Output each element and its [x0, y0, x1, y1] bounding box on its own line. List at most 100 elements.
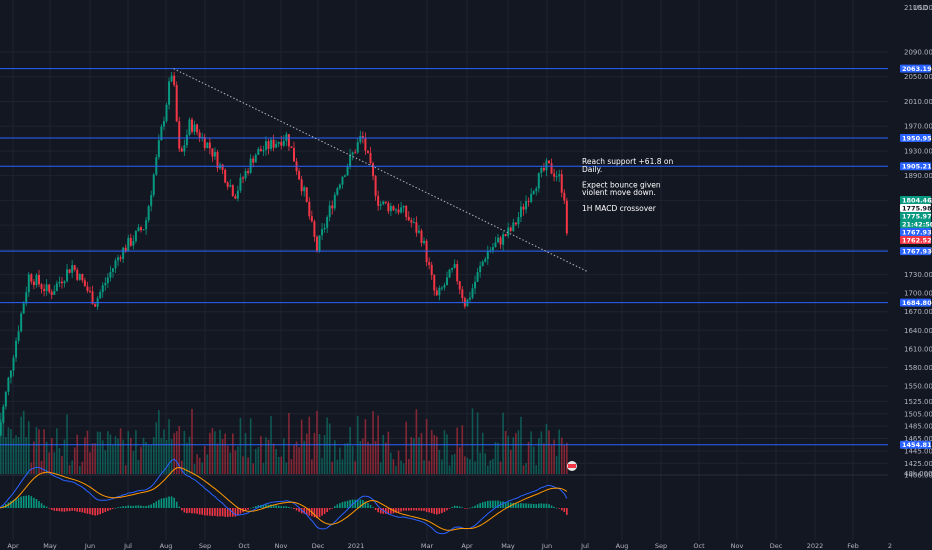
- candle-body: [234, 195, 237, 199]
- volume-bar: [252, 463, 254, 474]
- volume-bar: [209, 432, 211, 474]
- volume-bar: [527, 441, 530, 474]
- volume-bar: [140, 446, 142, 474]
- candle-body: [25, 292, 28, 304]
- macd-histogram-bar: [206, 508, 209, 516]
- time-tick-label: Apr: [461, 542, 473, 550]
- volume-bar: [219, 429, 221, 474]
- macd-histogram-bar: [165, 497, 168, 508]
- macd-histogram-bar: [66, 508, 68, 512]
- macd-histogram-bar: [374, 508, 377, 510]
- candle-body: [193, 124, 196, 132]
- candle-body: [58, 281, 61, 284]
- volume-bar: [550, 445, 553, 474]
- time-tick-label: May: [501, 542, 515, 550]
- candle-body: [565, 200, 568, 234]
- macd-histogram-bar: [321, 508, 323, 516]
- level-badge-label: 1454.818: [902, 441, 932, 449]
- macd-histogram-bar: [15, 498, 17, 508]
- time-tick-label: Sep: [655, 542, 667, 550]
- candle-body: [484, 259, 487, 262]
- price-badges: 2063.194 1950.951 1905.218 1767.935 1684.804…: [900, 64, 932, 449]
- candle-body: [542, 167, 545, 171]
- macd-histogram-bar: [415, 508, 418, 511]
- volume-bar: [186, 442, 188, 474]
- candle-body: [532, 191, 535, 194]
- macd-histogram-bar: [86, 508, 89, 514]
- time-tick-label: Jun: [84, 542, 95, 550]
- candle-body: [321, 229, 324, 236]
- volume-bar: [168, 419, 170, 474]
- macd-histogram-bar: [456, 505, 458, 508]
- candle-body: [145, 220, 148, 230]
- macd-histogram-bar: [73, 508, 76, 511]
- candle-body: [4, 391, 7, 407]
- candle-body: [481, 261, 484, 266]
- macd-histogram-bar: [413, 508, 415, 511]
- macd-histogram-bar: [464, 508, 466, 509]
- price-badge: [900, 212, 931, 220]
- price-tick-label: 1550.000: [904, 382, 932, 390]
- macd-histogram-bar: [349, 499, 351, 508]
- candle-body: [494, 242, 497, 248]
- candle-body: [15, 340, 18, 358]
- volume-bar: [56, 428, 58, 474]
- volume-bar: [517, 430, 520, 474]
- candle-body: [553, 173, 556, 177]
- macd-histogram-bar: [50, 508, 53, 510]
- macd-histogram-bar: [481, 502, 484, 508]
- candle-body: [509, 227, 512, 231]
- candle-body: [456, 264, 459, 282]
- candle-body: [479, 265, 482, 273]
- candle-body: [560, 174, 563, 193]
- candle-body: [461, 289, 464, 299]
- price-badge-label: 1762.524: [902, 236, 932, 244]
- candle-body: [244, 171, 247, 179]
- time-tick-label: Apr: [7, 542, 19, 550]
- volume-bar: [341, 459, 344, 474]
- candle-body: [443, 285, 446, 288]
- time-tick-label: Oct: [693, 542, 705, 550]
- volume-bar: [300, 419, 303, 474]
- price-tick-label: 1406.000: [904, 472, 932, 480]
- candle-body: [53, 290, 56, 295]
- time-tick-label: Dec: [312, 542, 325, 550]
- flag-icon-marker[interactable]: [567, 461, 577, 471]
- time-tick-label: Mar: [421, 542, 434, 550]
- volume-bar: [165, 439, 168, 474]
- candle-body: [272, 139, 275, 148]
- volume-bar: [428, 460, 430, 474]
- volume-bar: [181, 460, 183, 474]
- candle-body: [203, 136, 206, 149]
- volume-bar: [137, 459, 140, 474]
- price-axis-bg: [888, 0, 932, 550]
- candle-body: [377, 195, 380, 206]
- macd-histogram-bar: [224, 508, 226, 517]
- macd-histogram-bar: [239, 508, 242, 514]
- volume-bar: [104, 450, 107, 474]
- volume-bar: [275, 448, 277, 474]
- time-tick-label: Dec: [770, 542, 783, 550]
- candle-body: [384, 201, 387, 204]
- macd-histogram-bar: [252, 507, 254, 508]
- currency-label: USD: [913, 4, 928, 12]
- candle-body: [132, 241, 135, 246]
- macd-histogram-bar: [173, 497, 175, 508]
- macd-histogram-bar: [237, 508, 239, 516]
- volume-bar: [530, 431, 532, 474]
- candle-body: [91, 291, 94, 305]
- volume-bar: [555, 456, 558, 474]
- level-badge-label: 1950.951: [902, 134, 932, 142]
- candle-body: [160, 126, 163, 141]
- volume-bar: [283, 438, 285, 474]
- volume-bar: [359, 440, 362, 474]
- time-axis[interactable]: Apr May Jun Jul Aug Sep Oct Nov Dec 2021 Mar Apr May…: [0, 540, 932, 550]
- macd-histogram-bar: [262, 504, 265, 508]
- volume-bar: [379, 462, 382, 474]
- macd-histogram-bar: [451, 507, 453, 508]
- macd-histogram-bar: [446, 508, 448, 511]
- support-resistance-levels[interactable]: [0, 68, 888, 446]
